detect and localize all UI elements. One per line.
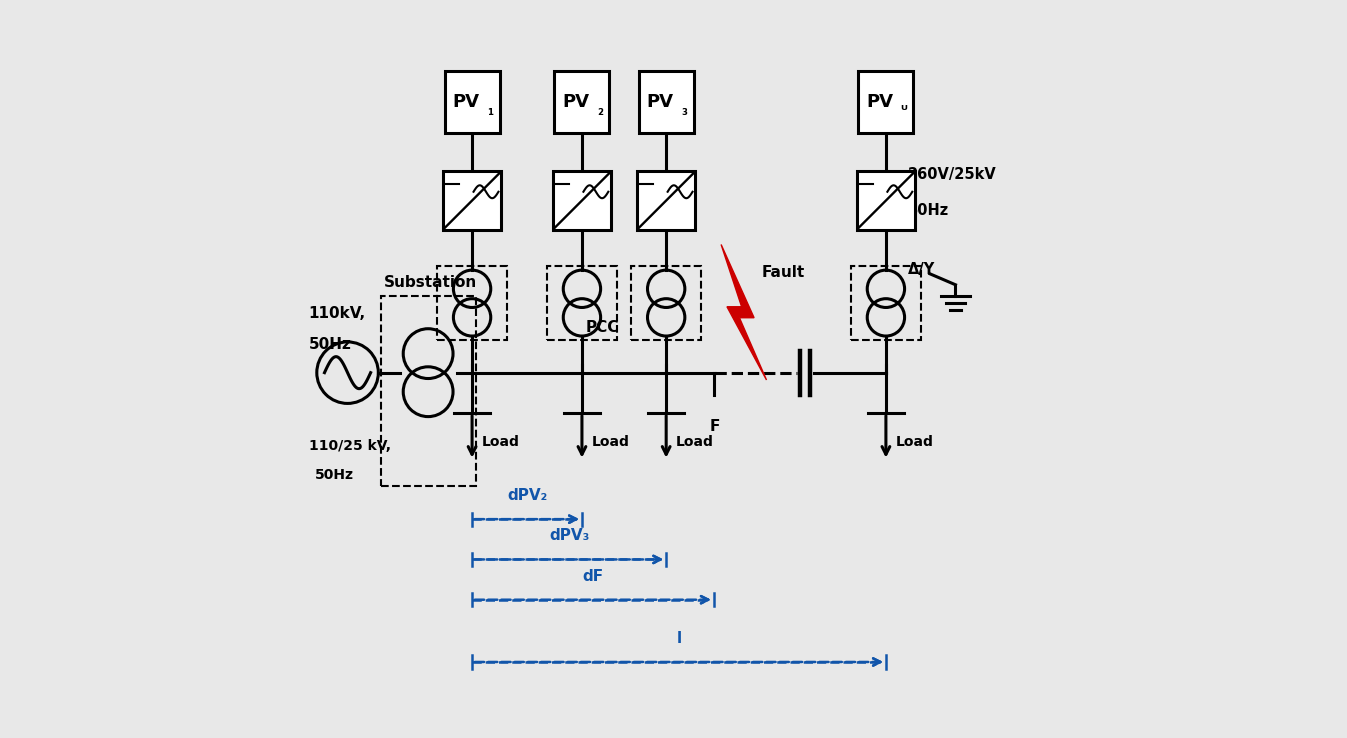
Bar	[547, 266, 617, 340]
Text: dPV₃: dPV₃	[550, 528, 590, 543]
Bar	[555, 71, 609, 133]
Text: 110kV,: 110kV,	[308, 306, 366, 321]
Text: ₂: ₂	[597, 104, 603, 118]
Bar	[858, 71, 913, 133]
Text: PV: PV	[453, 93, 480, 111]
Text: 50Hz: 50Hz	[308, 337, 352, 352]
Text: Δ/Y: Δ/Y	[908, 262, 935, 277]
Text: Fault: Fault	[761, 266, 804, 280]
Bar	[637, 171, 695, 230]
Text: PV: PV	[866, 93, 893, 111]
Bar	[380, 296, 475, 486]
Polygon shape	[721, 244, 766, 380]
Text: Load: Load	[676, 435, 714, 449]
Text: PV: PV	[563, 93, 590, 111]
Text: 110/25 kV,: 110/25 kV,	[308, 438, 391, 452]
Text: Substation: Substation	[384, 275, 477, 290]
Text: dPV₂: dPV₂	[506, 488, 547, 503]
Text: PCC: PCC	[586, 320, 620, 335]
Text: 260V/25kV: 260V/25kV	[908, 167, 997, 182]
Text: Load: Load	[482, 435, 520, 449]
Text: 50Hz: 50Hz	[908, 203, 950, 218]
Text: ₃: ₃	[682, 104, 687, 118]
Text: ₁: ₁	[488, 104, 493, 118]
Bar	[857, 171, 915, 230]
Bar	[436, 266, 508, 340]
Text: dF: dF	[582, 568, 603, 584]
Text: F: F	[710, 419, 721, 434]
Bar	[443, 171, 501, 230]
Text: Load: Load	[896, 435, 933, 449]
Text: 50Hz: 50Hz	[315, 468, 354, 482]
Text: ᵁ: ᵁ	[901, 104, 908, 118]
Text: l: l	[676, 631, 682, 646]
Bar	[630, 266, 702, 340]
Bar	[445, 71, 500, 133]
Text: Load: Load	[591, 435, 629, 449]
Bar	[638, 71, 694, 133]
Bar	[851, 266, 921, 340]
Text: PV: PV	[647, 93, 674, 111]
Bar	[552, 171, 612, 230]
